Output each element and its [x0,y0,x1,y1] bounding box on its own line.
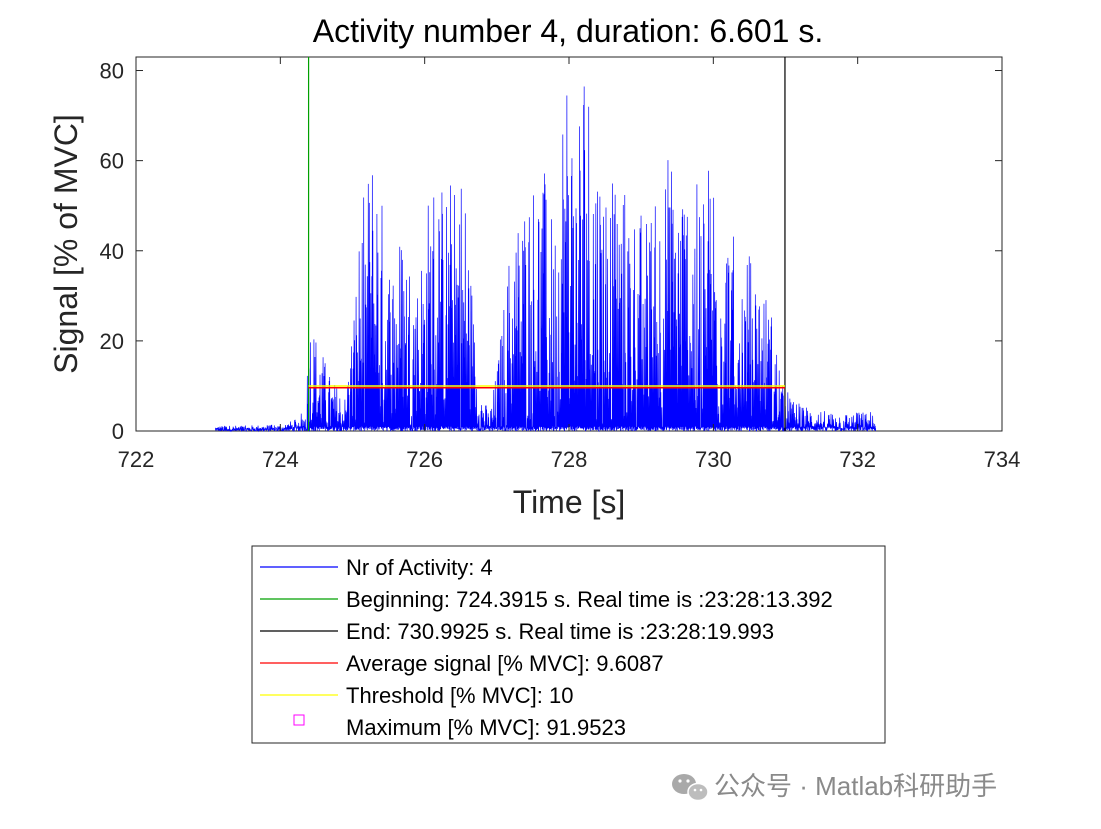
x-tick-label: 722 [118,447,155,472]
legend-entries: Nr of Activity: 4 Beginning: 724.3915 s. … [260,555,833,740]
x-tick-label: 726 [406,447,443,472]
legend-entry-label: End: 730.9925 s. Real time is :23:28:19.… [346,619,774,644]
x-tick-label: 728 [551,447,588,472]
y-tick-label: 80 [100,59,124,84]
x-tick-label: 730 [695,447,732,472]
x-tick-label: 734 [984,447,1021,472]
watermark-text: 公众号 · Matlab科研助手 [714,771,997,801]
legend-box [251,545,886,744]
x-axis-label: Time [s] [513,484,626,520]
legend-entry-label: Threshold [% MVC]: 10 [346,683,573,708]
legend-entry-label: Average signal [% MVC]: 9.6087 [346,651,664,676]
legend-entry-label: Maximum [% MVC]: 91.9523 [346,715,626,740]
legend-entry-label: Beginning: 724.3915 s. Real time is :23:… [346,587,833,612]
x-tick-label: 724 [262,447,299,472]
y-axis-label: Signal [% of MVC] [48,114,84,374]
chart-title: Activity number 4, duration: 6.601 s. [313,13,823,49]
y-ticks: 0 20 40 60 80 [100,59,1002,444]
marker-lines [307,57,786,431]
x-ticks: 722 724 726 728 730 732 734 [118,57,1021,472]
legend: Nr of Activity: 4 Beginning: 724.3915 s. … [251,545,886,744]
y-tick-label: 40 [100,239,124,264]
y-tick-label: 20 [100,329,124,354]
wechat-icon [672,774,709,802]
y-tick-label: 0 [112,419,124,444]
legend-swatch [293,714,305,726]
signal-group [215,86,877,433]
watermark: 公众号 · Matlab科研助手 [672,771,997,802]
x-tick-label: 732 [839,447,876,472]
signal-line [215,86,877,433]
legend-entry-label: Nr of Activity: 4 [346,555,493,580]
y-tick-label: 60 [100,149,124,174]
plot-area: 722 724 726 728 730 732 734 0 20 40 60 80 [100,56,1021,472]
